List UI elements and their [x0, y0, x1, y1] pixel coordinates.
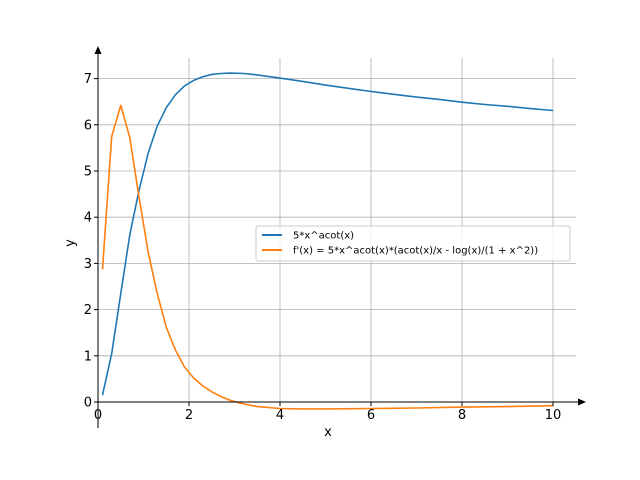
y-tick-label-7: 7 — [84, 72, 92, 87]
series-layer — [101, 72, 554, 410]
y-tick-label-0: 0 — [84, 396, 92, 411]
legend-label-series-2: f'(x) = 5*x^acot(x)*(acot(x)/x - log(x)/… — [293, 246, 538, 257]
x-axis-label: x — [324, 425, 332, 440]
legend-label-series-1: 5*x^acot(x) — [293, 231, 354, 242]
y-tick-label-1: 1 — [84, 349, 92, 364]
x-tick-label-10: 10 — [545, 408, 562, 423]
x-tick-label-8: 8 — [458, 408, 466, 423]
legend-box — [255, 225, 571, 262]
tick-labels: 0 2 4 6 8 10 0 1 2 3 4 5 6 7 — [84, 72, 562, 423]
x-tick-label-4: 4 — [276, 408, 284, 423]
legend: 5*x^acot(x) f'(x) = 5*x^acot(x)*(acot(x)… — [255, 225, 571, 262]
y-axis-arrow — [94, 46, 102, 54]
x-tick-label-2: 2 — [185, 408, 193, 423]
axes — [94, 46, 586, 428]
y-tick-label-5: 5 — [84, 165, 92, 180]
x-tick-label-0: 0 — [94, 408, 102, 423]
series-line-1 — [101, 72, 554, 396]
x-axis-arrow — [578, 398, 586, 406]
y-tick-label-4: 4 — [84, 211, 92, 226]
series-line-2 — [101, 104, 554, 410]
y-tick-label-6: 6 — [84, 118, 92, 133]
y-axis-label: y — [63, 239, 78, 247]
y-tick-label-2: 2 — [84, 303, 92, 318]
x-tick-label-6: 6 — [367, 408, 375, 423]
y-tick-label-3: 3 — [84, 257, 92, 272]
